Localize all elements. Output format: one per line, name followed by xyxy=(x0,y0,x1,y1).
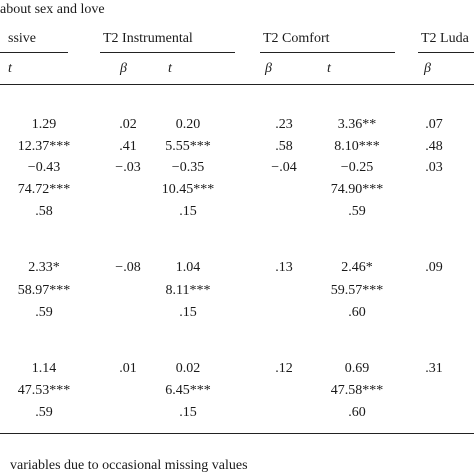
table-cell: 8.11*** xyxy=(165,283,211,298)
table-cell: .48 xyxy=(425,139,443,154)
group-rule xyxy=(100,52,235,53)
table-cell: .09 xyxy=(425,260,443,275)
table-cell: 6.45*** xyxy=(165,383,211,398)
table-cell: 74.90*** xyxy=(330,182,384,197)
table-cell: 2.33* xyxy=(28,260,60,275)
table-cell: 59.57*** xyxy=(330,283,384,298)
table-cell: .12 xyxy=(275,361,293,376)
group-header: T2 Comfort xyxy=(263,31,330,46)
table-cell: 10.45*** xyxy=(161,182,215,197)
table-cell: 1.14 xyxy=(31,361,57,376)
table-cell: 47.53*** xyxy=(17,383,71,398)
subheader: t xyxy=(168,61,172,76)
group-header: ssive xyxy=(8,31,36,46)
table-cell: −0.43 xyxy=(27,160,61,175)
table-cell: −0.35 xyxy=(171,160,205,175)
table-cell: .07 xyxy=(425,117,443,132)
table-cell: 8.10*** xyxy=(334,139,380,154)
group-header: T2 Luda xyxy=(421,31,469,46)
table-cell: 47.58*** xyxy=(330,383,384,398)
table-cell: 3.36** xyxy=(337,117,377,132)
table-cell: .31 xyxy=(425,361,443,376)
table-cell: .03 xyxy=(425,160,443,175)
table-cell: 0.02 xyxy=(175,361,201,376)
table-cell: .60 xyxy=(348,405,366,420)
table-cell: 0.20 xyxy=(175,117,201,132)
group-rule xyxy=(418,52,474,53)
group-rule xyxy=(0,52,68,53)
table-cell: 1.29 xyxy=(31,117,57,132)
table-cell: −.03 xyxy=(115,160,141,175)
table-cell: 58.97*** xyxy=(17,283,71,298)
footnote: variables due to occasional missing valu… xyxy=(10,458,248,473)
table-cell: .01 xyxy=(119,361,137,376)
subheader: t xyxy=(8,61,12,76)
table-cell: .02 xyxy=(119,117,137,132)
table-cell: .13 xyxy=(275,260,293,275)
table-cell: 0.69 xyxy=(344,361,370,376)
header-rule xyxy=(0,84,474,85)
table-cell: .15 xyxy=(179,405,197,420)
subheader: β xyxy=(424,61,431,76)
table-cell: −.08 xyxy=(115,260,141,275)
subheader: β xyxy=(120,61,127,76)
table-cell: 1.04 xyxy=(175,260,201,275)
table-cell: .58 xyxy=(275,139,293,154)
bottom-rule xyxy=(0,433,474,434)
caption: about sex and love xyxy=(0,2,105,17)
table-cell: .41 xyxy=(119,139,137,154)
table-cell: .15 xyxy=(179,305,197,320)
group-header: T2 Instrumental xyxy=(103,31,193,46)
table-cell: 12.37*** xyxy=(17,139,71,154)
table-cell: −.04 xyxy=(271,160,297,175)
table-cell: .59 xyxy=(35,305,53,320)
table-cell: .59 xyxy=(35,405,53,420)
subheader: t xyxy=(327,61,331,76)
table-cell: .15 xyxy=(179,204,197,219)
table-cell: .60 xyxy=(348,305,366,320)
subheader: β xyxy=(265,61,272,76)
table-cell: −0.25 xyxy=(340,160,374,175)
table-cell: 5.55*** xyxy=(165,139,211,154)
table-cell: 2.46* xyxy=(341,260,373,275)
table-cell: 74.72*** xyxy=(17,182,71,197)
table-cell: .23 xyxy=(275,117,293,132)
group-rule xyxy=(260,52,395,53)
table-cell: .58 xyxy=(35,204,53,219)
table-cell: .59 xyxy=(348,204,366,219)
